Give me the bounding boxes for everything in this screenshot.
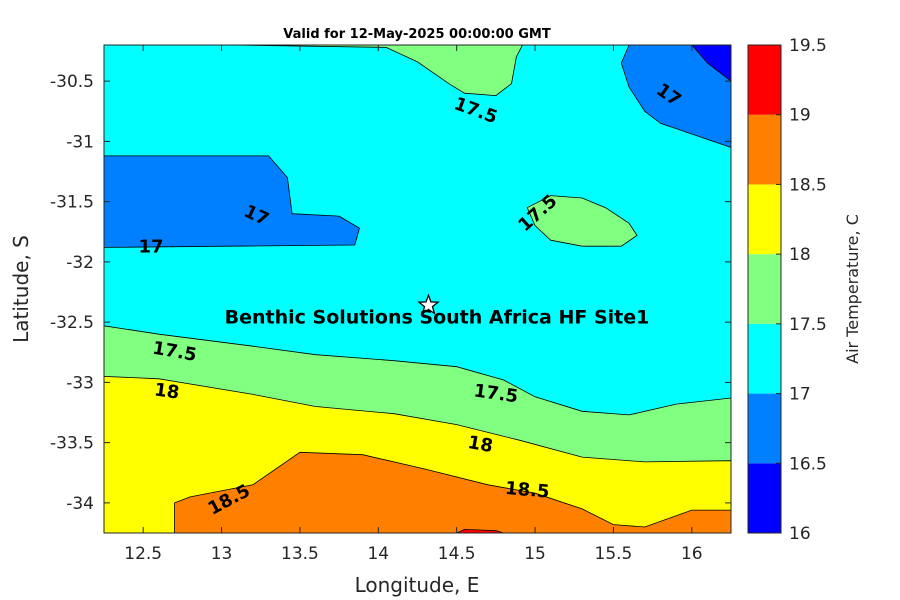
colorbar-swatch: [748, 463, 781, 533]
colorbar-swatch: [748, 254, 781, 324]
colorbar-frame: [747, 44, 782, 534]
contour-region: [174, 451, 731, 533]
x-tick-label: 14: [367, 544, 389, 564]
x-tick-label: 16: [681, 544, 703, 564]
contour-label: 17: [138, 236, 163, 257]
contour-region: [526, 195, 638, 247]
y-axis-label: Latitude, S: [9, 235, 33, 343]
colorbar-swatch: [748, 323, 781, 394]
y-tick-label: -30.5: [50, 72, 94, 92]
y-tick-label: -33.5: [50, 434, 94, 454]
colorbar-tick-label: 16.5: [789, 454, 827, 474]
colorbar-tick-label: 18.5: [789, 175, 827, 195]
x-tick-label: 14.5: [438, 544, 476, 564]
contour-label: 18: [466, 432, 494, 457]
y-axis: -30.5 -31 -31.5 -32 -32.5 -33 -33.5 -34: [50, 72, 731, 514]
x-tick-label: 12.5: [124, 544, 162, 564]
chart-title: Valid for 12-May-2025 00:00:00 GMT: [283, 27, 551, 42]
contour-region: [456, 528, 504, 533]
x-axis: 12.5 13 13.5 14 14.5 15 15.5 16: [124, 45, 703, 564]
colorbar-tick-label: 19: [789, 106, 811, 126]
colorbar-swatch: [748, 184, 781, 255]
y-tick-label: -33: [66, 373, 94, 393]
colorbar-tick-label: 19.5: [789, 36, 827, 56]
colorbar: 16 16.5 17 17.5 18 18.5 19 19.5: [747, 36, 827, 544]
colorbar-tick-label: 17.5: [789, 315, 827, 335]
y-tick-label: -31: [66, 132, 94, 152]
y-tick-label: -32.5: [50, 313, 94, 333]
y-tick-label: -32: [66, 253, 94, 273]
contour-label: 18: [153, 379, 181, 403]
colorbar-tick-label: 16: [789, 524, 811, 544]
y-tick-label: -34: [66, 494, 94, 514]
colorbar-swatch: [748, 393, 781, 464]
contour-label: 18.5: [504, 478, 550, 503]
x-tick-label: 15: [524, 544, 546, 564]
colorbar-swatch: [748, 45, 781, 115]
x-tick-label: 13.5: [281, 544, 319, 564]
colorbar-tick-label: 17: [789, 385, 811, 405]
x-axis-label: Longitude, E: [355, 573, 480, 597]
x-tick-label: 15.5: [595, 544, 633, 564]
site-star-icon: [417, 293, 440, 315]
site-label: Benthic Solutions South Africa HF Site1: [225, 307, 650, 329]
colorbar-tick-label: 18: [789, 245, 811, 265]
contour-region: [104, 155, 360, 248]
y-tick-label: -31.5: [50, 193, 94, 213]
contour-region: [229, 45, 523, 97]
contour-region: [691, 45, 731, 82]
plot-frame: [103, 44, 732, 534]
colorbar-label: Air Temperature, C: [843, 214, 862, 364]
x-tick-label: 13: [211, 544, 233, 564]
colorbar-swatch: [748, 114, 781, 185]
contour-region: [620, 45, 731, 148]
